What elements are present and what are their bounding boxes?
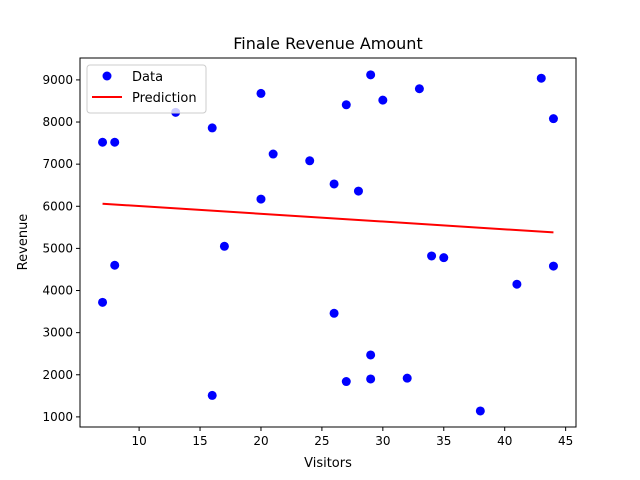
- y-tick-label: 2000: [42, 368, 73, 382]
- data-point: [98, 297, 108, 307]
- legend-label-prediction: Prediction: [132, 91, 197, 106]
- data-point: [341, 377, 351, 387]
- x-tick-label: 15: [192, 434, 207, 448]
- x-tick-label: 10: [131, 434, 146, 448]
- data-point: [402, 373, 412, 383]
- data-point: [98, 137, 108, 147]
- data-point: [366, 350, 376, 360]
- data-point: [512, 279, 522, 289]
- data-point: [353, 186, 363, 196]
- y-axis-ticks: 1000 2000 3000 4000 5000 6000 7000 8000 9000: [42, 73, 80, 424]
- data-point: [366, 374, 376, 384]
- data-point: [256, 88, 266, 98]
- legend: Data Prediction: [86, 64, 207, 114]
- x-tick-label: 40: [497, 434, 512, 448]
- plot-area: [98, 70, 558, 416]
- data-point: [256, 194, 266, 204]
- y-tick-label: 7000: [42, 157, 73, 171]
- data-point: [207, 390, 217, 400]
- y-tick-label: 4000: [42, 284, 73, 298]
- plot-frame: [79, 57, 577, 428]
- data-point: [475, 406, 485, 416]
- y-tick-label: 9000: [42, 73, 73, 87]
- prediction-line: [102, 202, 554, 234]
- data-point: [207, 123, 217, 133]
- y-tick-label: 8000: [42, 115, 73, 129]
- x-tick-label: 35: [436, 434, 451, 448]
- data-point: [219, 241, 229, 251]
- chart-title: Finale Revenue Amount: [233, 34, 422, 53]
- data-point: [548, 261, 558, 271]
- x-tick-label: 45: [558, 434, 573, 448]
- x-axis-label: Visitors: [304, 456, 352, 471]
- y-tick-label: 5000: [42, 241, 73, 255]
- legend-label-data: Data: [132, 70, 163, 85]
- data-point: [329, 179, 339, 189]
- data-point: [414, 84, 424, 94]
- data-point: [427, 251, 437, 261]
- data-point: [536, 73, 546, 83]
- data-point: [110, 137, 120, 147]
- data-point: [378, 95, 388, 105]
- data-point: [341, 100, 351, 110]
- y-tick-label: 1000: [42, 410, 73, 424]
- data-point: [366, 70, 376, 80]
- y-axis-label: Revenue: [16, 214, 31, 271]
- data-point: [439, 253, 449, 263]
- y-tick-label: 6000: [42, 199, 73, 213]
- data-point: [548, 114, 558, 124]
- x-tick-label: 30: [375, 434, 390, 448]
- x-axis-ticks: 10 15 20 25 30 35 40 45: [131, 427, 573, 448]
- data-point: [329, 308, 339, 318]
- legend-box: [86, 64, 207, 114]
- y-tick-label: 3000: [42, 326, 73, 340]
- x-tick-label: 25: [314, 434, 329, 448]
- x-tick-label: 20: [253, 434, 268, 448]
- data-point: [110, 260, 120, 270]
- data-point: [268, 149, 278, 159]
- data-point: [305, 156, 315, 166]
- legend-marker-data: [102, 71, 112, 81]
